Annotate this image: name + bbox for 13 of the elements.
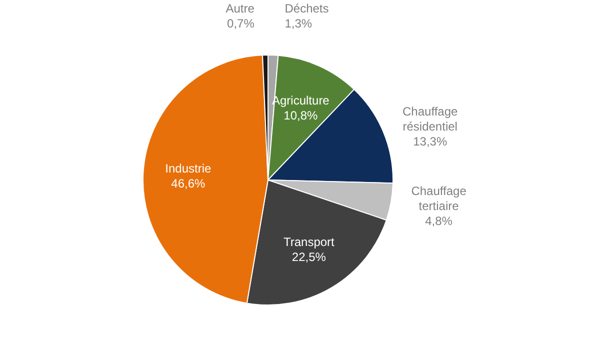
slice-label: Déchets — [284, 2, 329, 16]
slice-label: Chauffage résidentiel — [402, 104, 458, 134]
slice-label: Autre — [226, 2, 255, 16]
data-label: 4,8% — [425, 214, 453, 228]
data-label: 22,5% — [292, 250, 326, 264]
slice-label: Transport — [283, 235, 336, 250]
data-label: 10,8% — [284, 108, 318, 122]
data-label: 1,3% — [284, 16, 312, 31]
slice-label: Chauffage tertiaire — [411, 184, 467, 214]
slice-label: Industrie — [165, 161, 212, 176]
data-label: 0,7% — [227, 16, 255, 31]
data-label: 46,6% — [171, 176, 206, 190]
data-label: 13,3% — [413, 134, 448, 148]
